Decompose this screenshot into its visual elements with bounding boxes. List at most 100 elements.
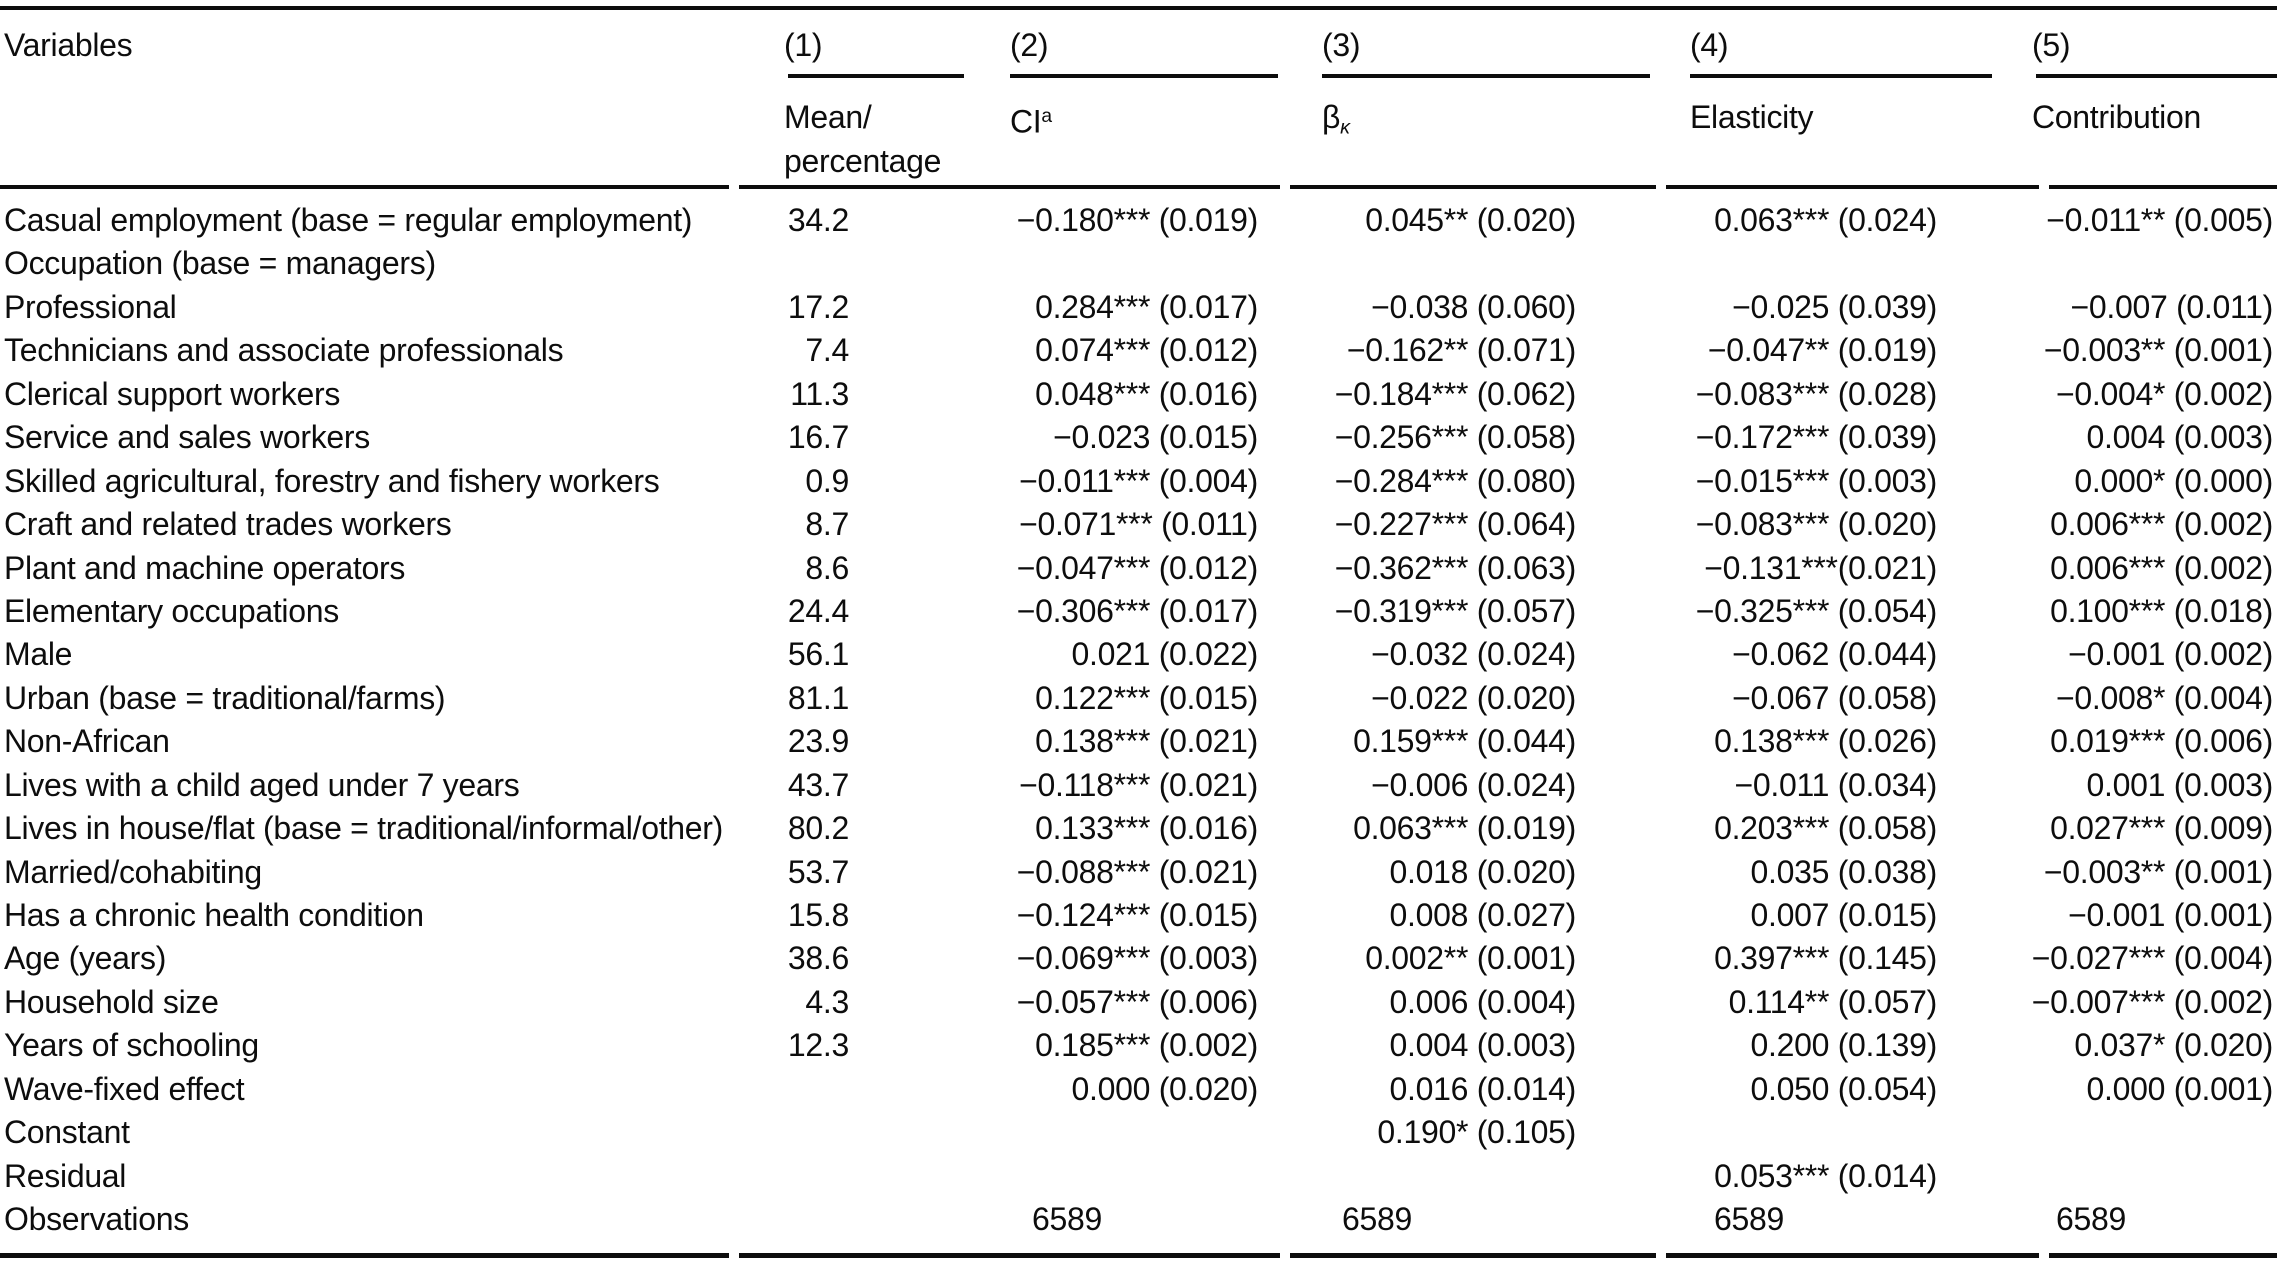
column-name-elasticity: Elasticity: [1690, 99, 1814, 135]
ci-value: [970, 242, 1280, 285]
table-body: Casual employment (base = regular employ…: [0, 189, 2277, 1242]
variable-label: Elementary occupations: [4, 592, 339, 629]
contribution-value: 0.001 (0.003): [2086, 766, 2274, 803]
contribution-value: −0.001 (0.002): [2068, 636, 2273, 673]
mean-value: 12.3: [787, 1027, 849, 1064]
mean-value: 43.7: [787, 766, 849, 803]
variable-label: Lives with a child aged under 7 years: [4, 766, 520, 803]
table-row: Years of schooling 12.3 0.185*** (0.002)…: [0, 1024, 2277, 1067]
table-row: Lives with a child aged under 7 years 43…: [0, 764, 2277, 807]
beta-value: 0.006 (0.004): [1389, 983, 1577, 1020]
column-number-2: (2): [1010, 27, 1049, 63]
mean-value: 80.2: [787, 810, 849, 847]
table-row: Plant and machine operators 8.6 −0.047**…: [0, 547, 2277, 590]
beta-value: [1280, 242, 1652, 285]
variable-label: Casual employment (base = regular employ…: [4, 202, 693, 238]
beta-value: 0.002** (0.001): [1365, 940, 1576, 977]
column-name-contribution: Contribution: [2032, 99, 2201, 135]
variable-label: Lives in house/flat (base = traditional/…: [4, 810, 724, 847]
mean-value: 0.9: [805, 462, 849, 499]
variable-label: Non-African: [4, 723, 170, 760]
mean-value: 7.4: [805, 332, 849, 369]
bottom-rule-seg-5: [2049, 1253, 2277, 1258]
elasticity-value: 0.035 (0.038): [1750, 853, 1938, 890]
ci-value: −0.180*** (0.019): [1016, 202, 1259, 238]
bottom-rule-seg-4: [1666, 1253, 2039, 1258]
mean-value: 24.4: [787, 592, 849, 629]
contribution-value: 0.100*** (0.018): [2050, 592, 2273, 629]
table-header-numbers: Variables (1) (2) (3) (4) (5): [0, 10, 2277, 74]
header-rule-seg-2: [739, 185, 1280, 189]
ci-value: −0.011*** (0.004): [1019, 462, 1258, 499]
bottom-rule-seg-3: [1290, 1253, 1656, 1258]
contribution-value: −0.004* (0.002): [2055, 375, 2273, 412]
elasticity-value: 0.050 (0.054): [1750, 1070, 1938, 1107]
variable-label: Occupation (base = managers): [4, 245, 436, 282]
table-row: Residual 0.053*** (0.014): [0, 1155, 2277, 1198]
column-number-1: (1): [784, 27, 823, 63]
table-row: Elementary occupations 24.4 −0.306*** (0…: [0, 590, 2277, 633]
contribution-value: −0.003** (0.001): [2043, 853, 2273, 890]
mean-value: 38.6: [787, 940, 849, 977]
mid-rule-4: [1690, 74, 1992, 78]
elasticity-value: 0.138*** (0.026): [1714, 723, 1937, 760]
variable-label: Urban (base = traditional/farms): [4, 679, 446, 716]
variable-label: Skilled agricultural, forestry and fishe…: [4, 462, 660, 499]
mean-value: [780, 1155, 970, 1198]
mid-rule-5: [2036, 74, 2277, 78]
column-name-beta: βκ: [1322, 99, 1351, 139]
beta-subscript: κ: [1340, 116, 1351, 139]
variable-label: Service and sales workers: [4, 419, 370, 456]
table-row: Constant 0.190* (0.105): [0, 1111, 2277, 1154]
contribution-value: 0.004 (0.003): [2086, 419, 2274, 456]
elasticity-value: [1652, 1111, 1994, 1154]
contribution-value: 0.006*** (0.002): [2050, 506, 2273, 543]
beta-value: −0.162** (0.071): [1346, 332, 1576, 369]
contribution-value: 0.037* (0.020): [2074, 1027, 2273, 1064]
elasticity-value: 0.397*** (0.145): [1714, 940, 1937, 977]
contribution-value: 0.000* (0.000): [2074, 462, 2273, 499]
variable-label: Age (years): [4, 940, 167, 977]
elasticity-value: −0.047** (0.019): [1707, 332, 1937, 369]
header-rule-seg-1: [0, 185, 729, 189]
mean-value: 8.6: [805, 549, 849, 586]
variable-label: Household size: [4, 983, 219, 1020]
mean-value: [780, 242, 970, 285]
elasticity-value: −0.083*** (0.028): [1695, 375, 1938, 412]
table-row: Professional 17.2 0.284*** (0.017) −0.03…: [0, 286, 2277, 329]
table-row: Has a chronic health condition 15.8 −0.1…: [0, 894, 2277, 937]
ci-value: −0.069*** (0.003): [1016, 940, 1259, 977]
elasticity-value: −0.067 (0.058): [1732, 679, 1937, 716]
beta-value: −0.184*** (0.062): [1334, 375, 1577, 412]
table-top-rule: [0, 6, 2277, 10]
contribution-value: −0.027*** (0.004): [2031, 940, 2274, 977]
ci-value: −0.306*** (0.017): [1016, 592, 1259, 629]
ci-value: 0.074*** (0.012): [1035, 332, 1258, 369]
variable-label: Professional: [4, 288, 177, 325]
ci-value: 0.284*** (0.017): [1035, 288, 1258, 325]
beta-value: −0.256*** (0.058): [1334, 419, 1577, 456]
ci-value: −0.047*** (0.012): [1016, 549, 1259, 586]
elasticity-value: 6589: [1714, 1201, 1784, 1238]
variable-label: Male: [4, 636, 73, 673]
variables-header: Variables: [4, 27, 133, 63]
mean-value: 34.2: [787, 202, 849, 238]
contribution-value: −0.007 (0.011): [2070, 288, 2274, 325]
contribution-value: 0.027*** (0.009): [2050, 810, 2273, 847]
contribution-value: 6589: [2056, 1201, 2126, 1238]
mean-value: 81.1: [787, 679, 849, 716]
column-number-4: (4): [1690, 27, 1729, 63]
beta-value: −0.038 (0.060): [1371, 288, 1576, 325]
contribution-value: −0.001 (0.001): [2068, 897, 2273, 933]
contribution-value: −0.007*** (0.002): [2031, 983, 2274, 1020]
contribution-value: [1994, 242, 2277, 285]
ci-value: −0.057*** (0.006): [1016, 983, 1259, 1020]
bottom-rule-seg-2: [739, 1253, 1280, 1258]
column-name-ci: CIa: [1010, 103, 1053, 140]
beta-value: −0.362*** (0.063): [1334, 549, 1577, 586]
elasticity-value: −0.131***(0.021): [1704, 549, 1937, 586]
column-number-3: (3): [1322, 27, 1361, 63]
table-row: Observations 6589 6589 6589 6589: [0, 1198, 2277, 1241]
variable-label: Constant: [4, 1114, 130, 1151]
